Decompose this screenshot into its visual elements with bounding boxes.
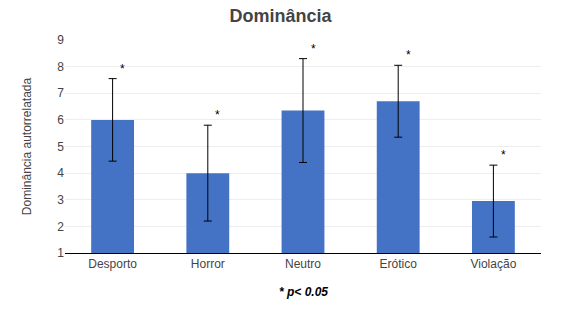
svg-text:*: * (311, 42, 316, 56)
svg-text:2: 2 (57, 220, 64, 234)
svg-text:6: 6 (57, 113, 64, 127)
svg-text:1: 1 (57, 246, 64, 260)
svg-text:Desporto: Desporto (88, 257, 137, 271)
svg-text:Dominância autorrelatada: Dominância autorrelatada (20, 77, 34, 215)
svg-text:Horror: Horror (191, 257, 225, 271)
svg-text:* p< 0.05: * p< 0.05 (279, 285, 328, 299)
svg-text:Violação: Violação (470, 257, 516, 271)
svg-text:*: * (406, 48, 411, 62)
svg-text:*: * (215, 108, 220, 122)
svg-text:Erótico: Erótico (380, 257, 418, 271)
svg-text:8: 8 (57, 60, 64, 74)
svg-text:*: * (501, 148, 506, 162)
svg-text:4: 4 (57, 166, 64, 180)
svg-text:Dominância: Dominância (229, 6, 332, 26)
svg-text:7: 7 (57, 86, 64, 100)
svg-text:Neutro: Neutro (285, 257, 321, 271)
svg-text:3: 3 (57, 193, 64, 207)
svg-text:5: 5 (57, 140, 64, 154)
svg-text:9: 9 (57, 33, 64, 47)
svg-text:*: * (120, 62, 125, 76)
